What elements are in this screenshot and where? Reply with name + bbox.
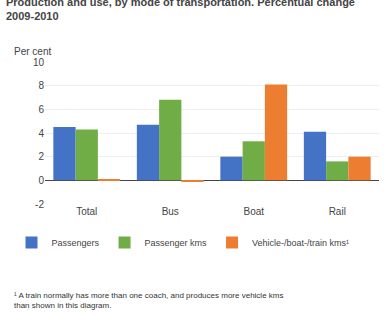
svg-text:Passengers: Passengers — [52, 238, 100, 248]
svg-text:6: 6 — [38, 104, 44, 115]
svg-text:2: 2 — [38, 151, 44, 162]
svg-text:Production and use, by mode of: Production and use, by mode of transport… — [6, 0, 355, 22]
svg-text:Vehicle-/boat-/train kms¹: Vehicle-/boat-/train kms¹ — [252, 238, 349, 248]
svg-text:Bus: Bus — [162, 206, 179, 217]
svg-text:Passenger kms: Passenger kms — [145, 238, 208, 248]
svg-text:Per cent: Per cent — [14, 46, 51, 57]
svg-text:4: 4 — [38, 128, 44, 139]
svg-text:8: 8 — [38, 80, 44, 91]
svg-text:0: 0 — [38, 175, 44, 186]
svg-text:10: 10 — [33, 57, 45, 68]
svg-text:Boat: Boat — [243, 206, 264, 217]
svg-text:-2: -2 — [35, 199, 44, 210]
svg-text:Rail: Rail — [329, 206, 346, 217]
svg-text:¹ A train normally has more th: ¹ A train normally has more than one coa… — [14, 291, 283, 310]
svg-text:Total: Total — [76, 206, 97, 217]
